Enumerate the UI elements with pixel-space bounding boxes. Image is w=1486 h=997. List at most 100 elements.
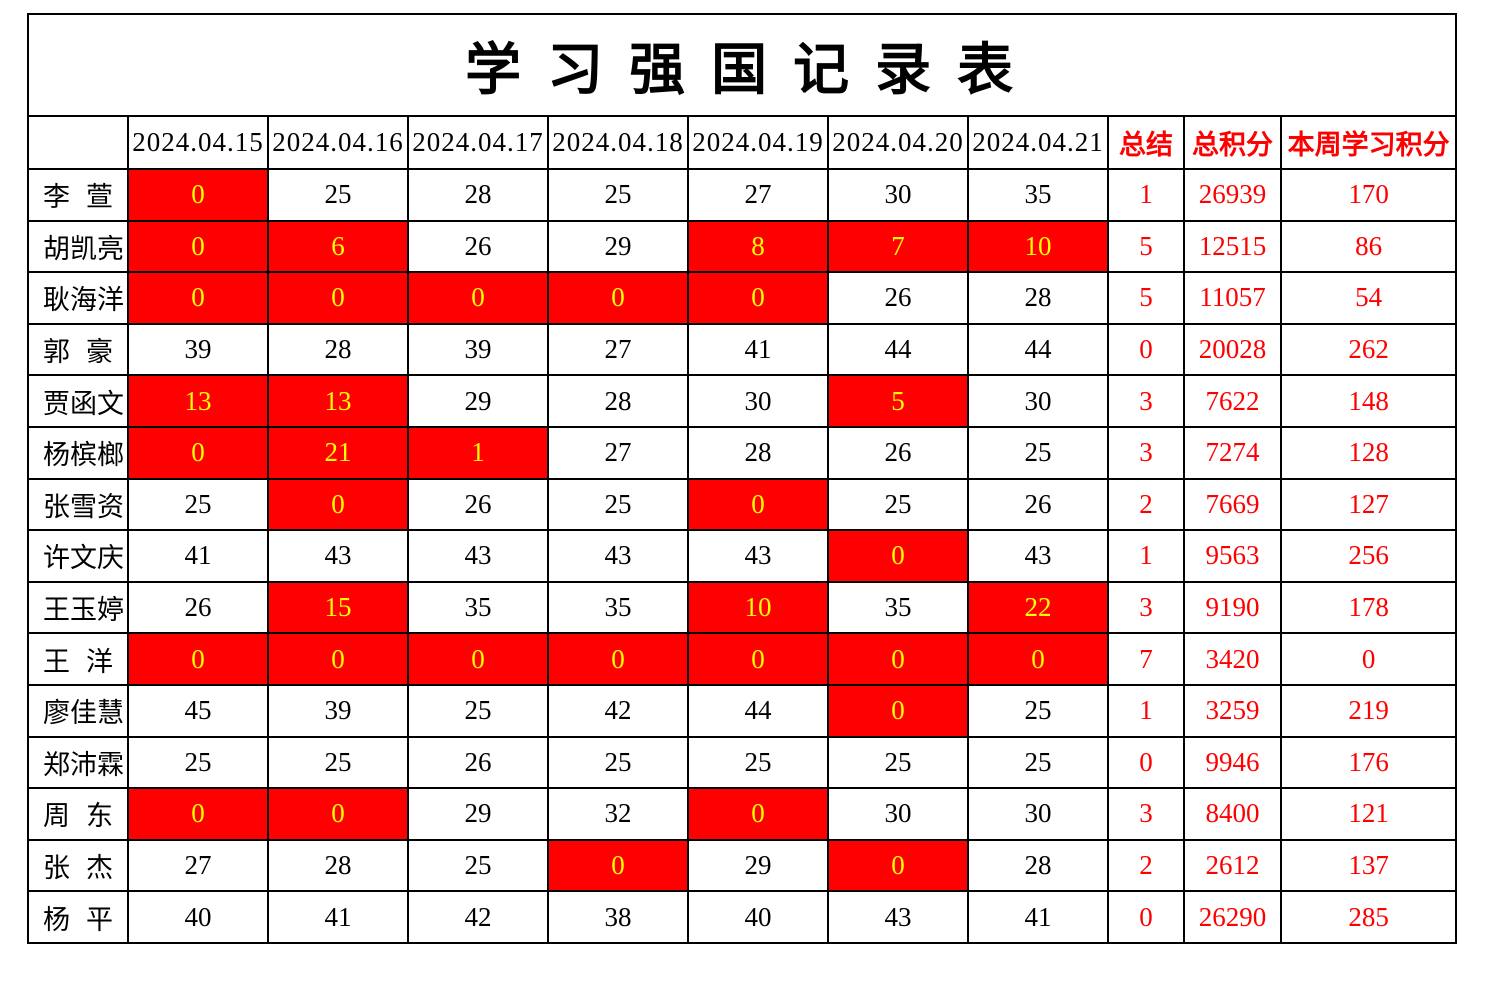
date-col-header: 2024.04.15 (127, 115, 269, 170)
table-row: 耿海洋 0 0 0 0 0 26 28 5 11057 54 (27, 271, 1458, 325)
total-score-cell: 7622 (1183, 374, 1282, 428)
date-col-header: 2024.04.18 (547, 115, 689, 170)
table-row: 王玉婷 26 15 35 35 10 35 22 3 9190 178 (27, 580, 1458, 635)
table-row: 郑沛霖 25 25 26 25 25 25 25 0 9946 176 (27, 735, 1458, 790)
day-score-cell: 0 (827, 529, 969, 583)
day-score-cell: 41 (267, 890, 409, 944)
day-score-cell: 0 (127, 168, 269, 222)
day-score-cell: 39 (407, 322, 549, 377)
day-score-cell: 1 (407, 425, 549, 480)
week-score-cell: 137 (1279, 838, 1458, 893)
total-score-cell: 11057 (1183, 271, 1282, 325)
summary-count-cell: 1 (1107, 683, 1185, 738)
day-score-cell: 41 (967, 890, 1109, 944)
table-row: 廖佳慧 45 39 25 42 44 0 25 1 3259 219 (27, 683, 1458, 738)
day-score-cell: 43 (827, 890, 969, 944)
date-col-header: 2024.04.20 (827, 115, 969, 170)
day-score-cell: 0 (267, 477, 409, 532)
day-score-cell: 41 (687, 322, 829, 377)
week-score-cell: 127 (1279, 477, 1458, 532)
name-cell: 李萱 (27, 168, 129, 222)
day-score-cell: 0 (407, 632, 549, 686)
day-score-cell: 40 (687, 890, 829, 944)
summary-count-cell: 3 (1107, 580, 1185, 635)
day-score-cell: 30 (687, 374, 829, 428)
day-score-cell: 10 (967, 219, 1109, 274)
table-row: 胡凯亮 0 6 26 29 8 7 10 5 12515 86 (27, 219, 1458, 274)
day-score-cell: 25 (127, 735, 269, 790)
day-score-cell: 25 (687, 735, 829, 790)
day-score-cell: 0 (127, 632, 269, 686)
day-score-cell: 26 (827, 425, 969, 480)
total-score-cell: 26290 (1183, 890, 1282, 944)
summary-count-cell: 3 (1107, 374, 1185, 428)
summary-count-cell: 2 (1107, 477, 1185, 532)
day-score-cell: 35 (827, 580, 969, 635)
day-score-cell: 25 (267, 735, 409, 790)
day-score-cell: 30 (967, 787, 1109, 841)
day-score-cell: 0 (687, 787, 829, 841)
day-score-cell: 44 (687, 683, 829, 738)
day-score-cell: 5 (827, 374, 969, 428)
name-cell: 耿海洋 (27, 271, 129, 325)
name-cell: 胡凯亮 (27, 219, 129, 274)
table-row: 张雪资 25 0 26 25 0 25 26 2 7669 127 (27, 477, 1458, 532)
day-score-cell: 28 (967, 271, 1109, 325)
day-score-cell: 0 (687, 632, 829, 686)
day-score-cell: 29 (687, 838, 829, 893)
day-score-cell: 35 (547, 580, 689, 635)
day-score-cell: 0 (827, 683, 969, 738)
day-score-cell: 0 (267, 787, 409, 841)
day-score-cell: 39 (127, 322, 269, 377)
day-score-cell: 25 (827, 477, 969, 532)
day-score-cell: 13 (267, 374, 409, 428)
day-score-cell: 43 (267, 529, 409, 583)
name-cell: 贾函文 (27, 374, 129, 428)
day-score-cell: 0 (547, 271, 689, 325)
week-score-cell: 170 (1279, 168, 1458, 222)
week-score-cell: 178 (1279, 580, 1458, 635)
week-score-cell: 86 (1279, 219, 1458, 274)
day-score-cell: 25 (547, 168, 689, 222)
table-row: 李萱 0 25 28 25 27 30 35 1 26939 170 (27, 168, 1458, 222)
summary-count-cell: 3 (1107, 425, 1185, 480)
day-score-cell: 0 (127, 271, 269, 325)
day-score-cell: 28 (267, 838, 409, 893)
week-score-cell: 121 (1279, 787, 1458, 841)
day-score-cell: 26 (967, 477, 1109, 532)
day-score-cell: 0 (827, 838, 969, 893)
page-title: 学 习 强 国 记 录 表 (26, 13, 1458, 117)
table-row: 杨槟榔 0 21 1 27 28 26 25 3 7274 128 (27, 425, 1458, 480)
day-score-cell: 0 (267, 632, 409, 686)
day-score-cell: 0 (687, 477, 829, 532)
day-score-cell: 6 (267, 219, 409, 274)
day-score-cell: 25 (827, 735, 969, 790)
table-row: 王洋 0 0 0 0 0 0 0 7 3420 0 (27, 632, 1458, 686)
date-col-header: 2024.04.19 (687, 115, 829, 170)
record-table: 学 习 强 国 记 录 表 2024.04.15 2024.04.16 2024.0… (26, 13, 1458, 944)
name-cell: 廖佳慧 (27, 683, 129, 738)
summary-col-header: 总结 (1107, 115, 1185, 170)
day-score-cell: 43 (407, 529, 549, 583)
day-score-cell: 0 (547, 632, 689, 686)
day-score-cell: 8 (687, 219, 829, 274)
day-score-cell: 32 (547, 787, 689, 841)
day-score-cell: 29 (407, 374, 549, 428)
total-col-header: 总积分 (1183, 115, 1282, 170)
week-score-cell: 0 (1279, 632, 1458, 686)
day-score-cell: 44 (827, 322, 969, 377)
total-score-cell: 3420 (1183, 632, 1282, 686)
day-score-cell: 40 (127, 890, 269, 944)
day-score-cell: 13 (127, 374, 269, 428)
day-score-cell: 43 (547, 529, 689, 583)
day-score-cell: 21 (267, 425, 409, 480)
name-cell: 张杰 (27, 838, 129, 893)
date-col-header: 2024.04.21 (967, 115, 1109, 170)
day-score-cell: 0 (267, 271, 409, 325)
name-cell: 郭豪 (27, 322, 129, 377)
day-score-cell: 28 (687, 425, 829, 480)
table-row: 周东 0 0 29 32 0 30 30 3 8400 121 (27, 787, 1458, 841)
day-score-cell: 0 (407, 271, 549, 325)
day-score-cell: 26 (407, 477, 549, 532)
